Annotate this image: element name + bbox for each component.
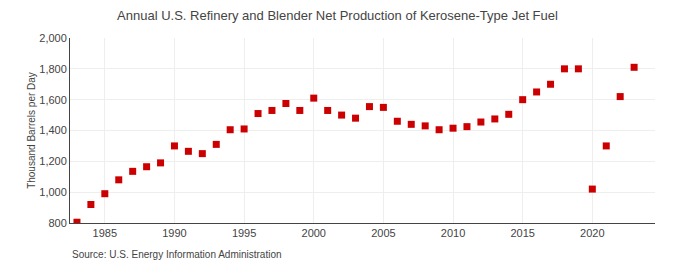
svg-text:1,000: 1,000 bbox=[39, 186, 67, 198]
svg-text:Annual U.S. Refinery and Blend: Annual U.S. Refinery and Blender Net Pro… bbox=[117, 8, 558, 23]
svg-text:1990: 1990 bbox=[162, 227, 186, 239]
svg-text:1995: 1995 bbox=[232, 227, 256, 239]
svg-text:2015: 2015 bbox=[510, 227, 534, 239]
svg-text:2005: 2005 bbox=[371, 227, 395, 239]
svg-text:1985: 1985 bbox=[93, 227, 117, 239]
svg-text:2010: 2010 bbox=[441, 227, 465, 239]
svg-text:1,800: 1,800 bbox=[39, 63, 67, 75]
svg-text:2,000: 2,000 bbox=[39, 32, 67, 44]
svg-text:2000: 2000 bbox=[302, 227, 326, 239]
svg-text:Thousand Barrels per Day: Thousand Barrels per Day bbox=[26, 72, 37, 189]
svg-text:1,200: 1,200 bbox=[39, 155, 67, 167]
svg-text:2020: 2020 bbox=[580, 227, 604, 239]
svg-text:Source: U.S. Energy Informatio: Source: U.S. Energy Information Administ… bbox=[72, 249, 282, 260]
svg-text:800: 800 bbox=[48, 217, 66, 229]
svg-text:1,400: 1,400 bbox=[39, 124, 67, 136]
svg-text:1,600: 1,600 bbox=[39, 94, 67, 106]
